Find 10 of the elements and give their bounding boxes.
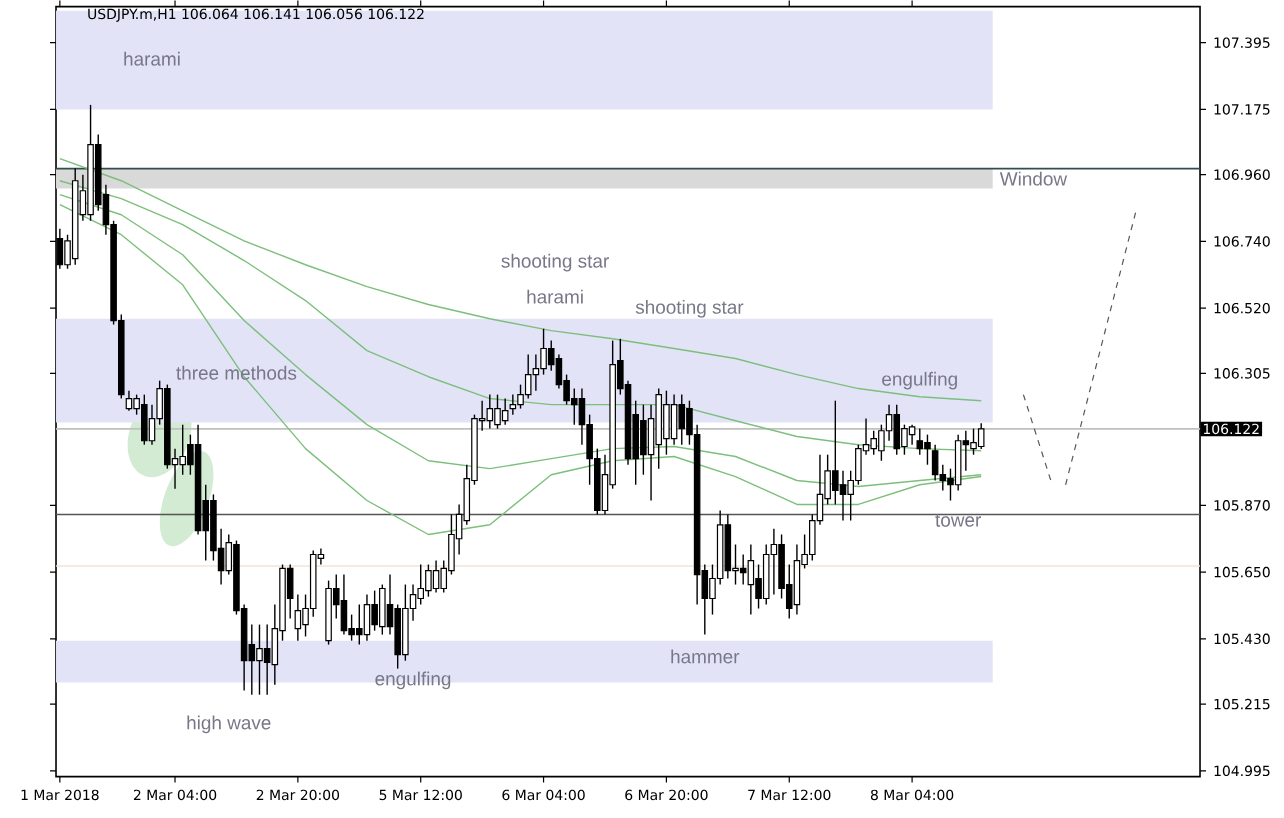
annotation: engulfing <box>375 671 451 689</box>
annotation: high wave <box>187 715 271 733</box>
band-label: Window <box>999 171 1068 186</box>
annotation: shooting star <box>635 299 744 318</box>
annotation: shooting star <box>501 253 609 272</box>
annotation: harami <box>124 51 180 66</box>
annotation: harami <box>527 289 583 304</box>
annotation: hammer <box>671 649 740 664</box>
annotation: engulfing <box>882 371 957 390</box>
annotation: tower <box>935 514 981 527</box>
